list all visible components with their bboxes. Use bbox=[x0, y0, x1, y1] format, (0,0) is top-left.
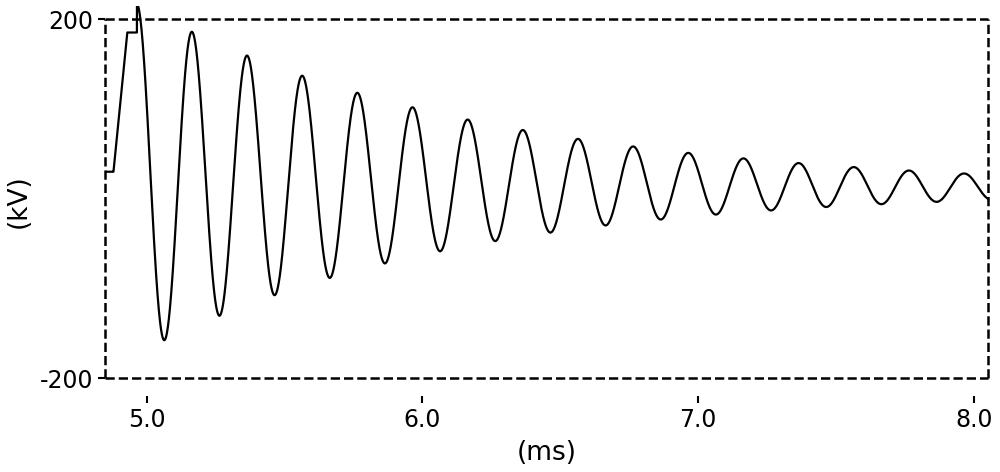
X-axis label: (ms): (ms) bbox=[516, 440, 576, 466]
Y-axis label: (kV): (kV) bbox=[6, 174, 32, 228]
